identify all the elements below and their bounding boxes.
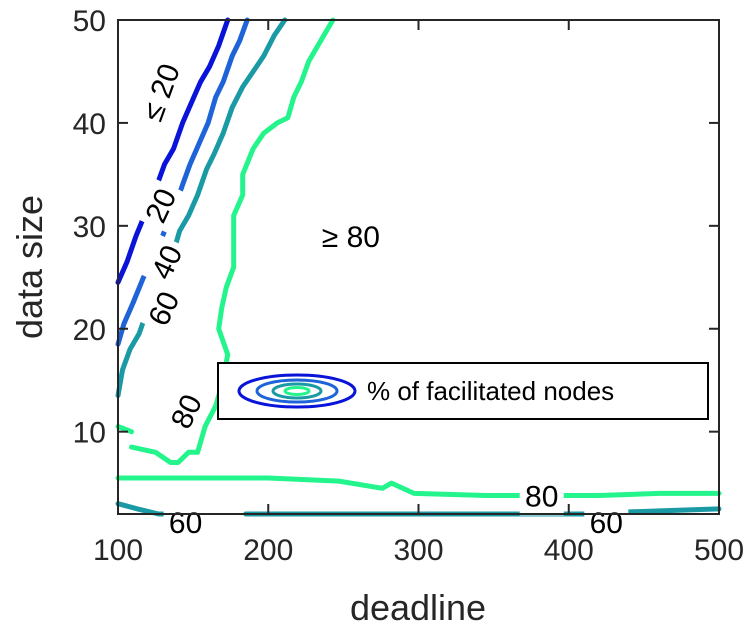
x-tick-label-400: 400 — [544, 534, 594, 567]
contour-label-60-2: 60 — [169, 507, 202, 540]
contour-line-40-1 — [115, 17, 250, 347]
contour-label-gap-40-1 — [138, 233, 194, 291]
plot-background — [118, 20, 719, 514]
y-tick-label-10: 10 — [73, 417, 106, 450]
contour-label-gap-20-1 — [132, 176, 188, 234]
axis-ticks — [117, 19, 720, 514]
region-label-2: ≥ 80 — [322, 221, 380, 254]
legend-ellipse-outer — [237, 373, 357, 409]
contour-label-60-3: 60 — [590, 507, 623, 540]
contour-label-80-2: 80 — [525, 480, 558, 513]
axis-tick-labels: 100 200 300 400 500 10 20 30 40 50 — [73, 5, 744, 567]
contour-line-80-2 — [115, 424, 134, 435]
contour-label-gap-80-2 — [519, 475, 564, 516]
y-tick-label-30: 30 — [73, 211, 106, 244]
contour-label-gap-60-3 — [584, 502, 629, 543]
contour-line-60-1 — [115, 17, 288, 399]
x-tick-label-300: 300 — [393, 534, 443, 567]
legend-label: % of facilitated nodes — [367, 376, 614, 406]
legend: % of facilitated nodes — [217, 362, 709, 420]
contour-line-20-1 — [115, 17, 231, 285]
contour-label-gap-60-1 — [135, 279, 191, 337]
x-axis-title: deadline — [350, 587, 486, 628]
x-tick-label-500: 500 — [694, 534, 744, 567]
contour-label-gap-80-1 — [158, 382, 214, 440]
y-tick-label-50: 50 — [73, 5, 106, 38]
x-tick-label-100: 100 — [93, 534, 143, 567]
legend-ellipse-inner — [271, 382, 323, 400]
legend-ellipse-mid — [255, 378, 339, 404]
contour-legend-icon — [237, 373, 357, 409]
y-tick-label-20: 20 — [73, 314, 106, 347]
x-tick-label-200: 200 — [243, 534, 293, 567]
y-axis-title: data size — [9, 195, 50, 339]
y-tick-label-40: 40 — [73, 108, 106, 141]
legend-box — [217, 362, 709, 420]
legend-ellipse-core — [283, 386, 311, 396]
contour-line-80-1 — [129, 17, 336, 465]
contour-label-gap-60-2 — [163, 502, 208, 543]
contour-line-80-3 — [115, 475, 722, 498]
